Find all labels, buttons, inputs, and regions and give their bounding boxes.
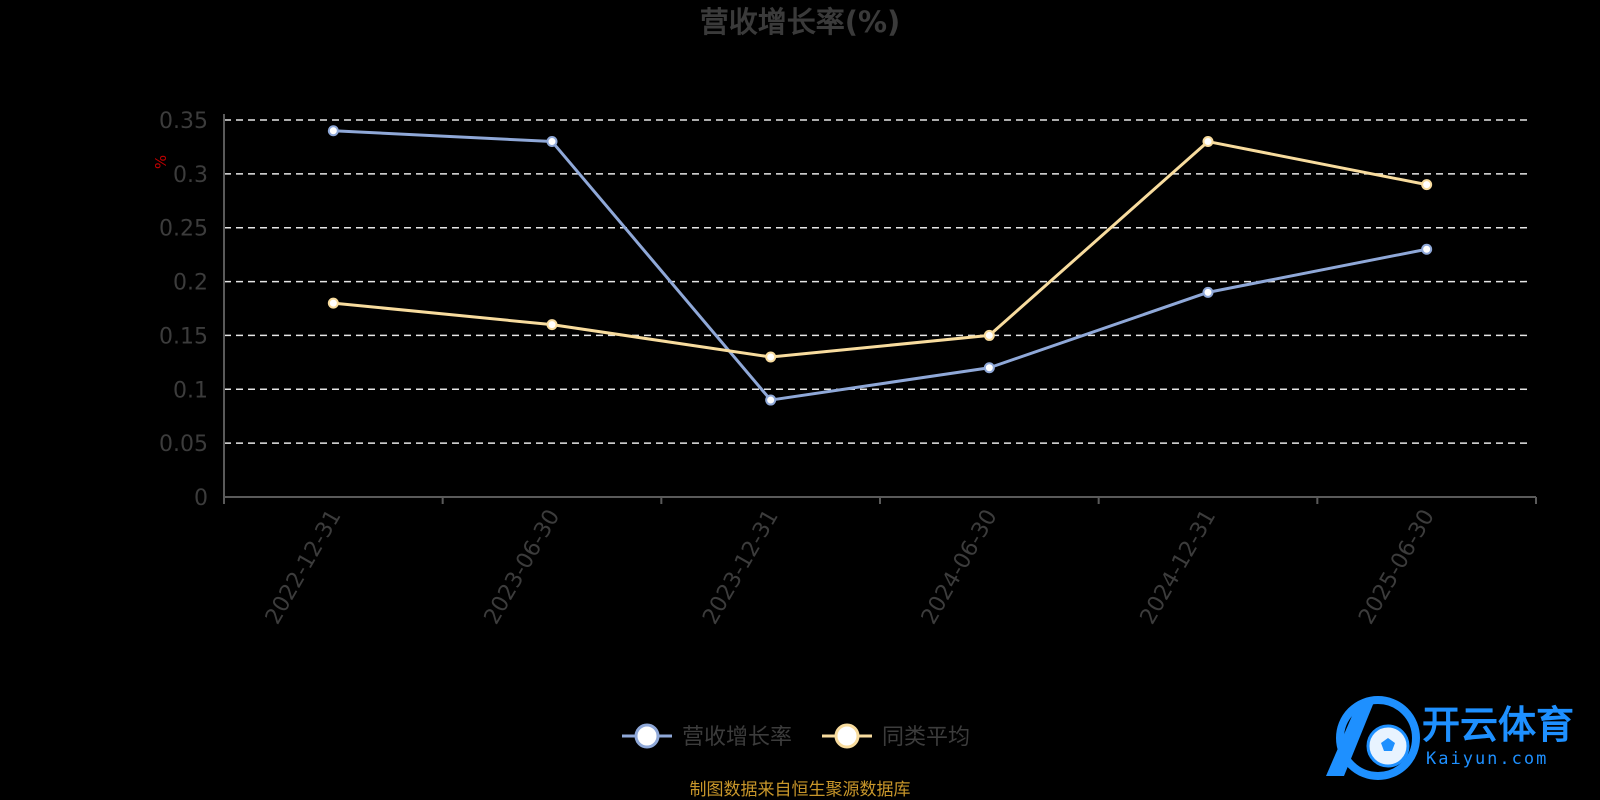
axes: 0 0.05 0.1 0.15 0.2 0.25 0.3 0.35 2022-12-31 2023… bbox=[159, 109, 1537, 629]
data-point[interactable] bbox=[983, 362, 995, 374]
series-line bbox=[333, 129, 1427, 402]
data-point[interactable] bbox=[1421, 243, 1433, 255]
y-tick-label: 0.3 bbox=[173, 163, 208, 188]
legend-label: 同类平均 bbox=[882, 725, 970, 750]
logo-ring-icon bbox=[1336, 696, 1420, 780]
legend-marker-icon bbox=[634, 723, 660, 749]
x-tick-label: 2022-12-31 bbox=[261, 506, 347, 629]
data-point[interactable] bbox=[546, 319, 558, 331]
data-point[interactable] bbox=[546, 136, 558, 148]
y-tick-label: 0.2 bbox=[173, 271, 208, 296]
y-tick-label: 0.25 bbox=[159, 217, 208, 242]
data-point[interactable] bbox=[1202, 286, 1214, 298]
chart-title: 营收增长率(%) bbox=[700, 5, 901, 39]
x-tick-label: 2025-06-30 bbox=[1354, 506, 1440, 629]
legend-item[interactable]: 同类平均 bbox=[822, 723, 970, 750]
y-tick-label: 0.35 bbox=[159, 109, 208, 134]
x-tick-label: 2023-12-31 bbox=[698, 506, 784, 629]
data-point[interactable] bbox=[327, 125, 339, 137]
data-point[interactable] bbox=[1421, 179, 1433, 191]
y-tick-label: 0.15 bbox=[159, 324, 208, 349]
watermark-brand-en: Kaiyun.com bbox=[1426, 749, 1548, 769]
legend-marker-icon bbox=[834, 723, 860, 749]
legend[interactable]: 营收增长率 同类平均 bbox=[622, 723, 970, 750]
data-point[interactable] bbox=[765, 394, 777, 406]
data-point[interactable] bbox=[983, 329, 995, 341]
y-tick-label: 0 bbox=[194, 486, 208, 511]
data-point[interactable] bbox=[1202, 136, 1214, 148]
x-tick-label: 2024-06-30 bbox=[917, 506, 1003, 629]
data-point[interactable] bbox=[327, 297, 339, 309]
logo-k-icon bbox=[1326, 702, 1374, 776]
series-2 bbox=[327, 136, 1433, 363]
watermark-brand-cn: 开云体育 bbox=[1422, 703, 1574, 747]
series-lines bbox=[327, 125, 1433, 406]
x-tick-label: 2023-06-30 bbox=[480, 506, 566, 629]
series-1 bbox=[327, 125, 1433, 406]
data-point[interactable] bbox=[765, 351, 777, 363]
legend-label: 营收增长率 bbox=[682, 725, 792, 750]
grid-lines bbox=[224, 119, 1530, 444]
legend-item[interactable]: 营收增长率 bbox=[622, 723, 792, 750]
source-note: 制图数据来自恒生聚源数据库 bbox=[690, 780, 911, 800]
series-line bbox=[333, 140, 1427, 359]
kaiyun-logo: 开云体育 Kaiyun.com bbox=[1326, 696, 1574, 780]
y-tick-label: 0.1 bbox=[173, 378, 208, 403]
y-tick-label: 0.05 bbox=[159, 432, 208, 457]
x-tick-label: 2024-12-31 bbox=[1136, 506, 1222, 629]
y-axis-unit: % bbox=[152, 155, 170, 169]
